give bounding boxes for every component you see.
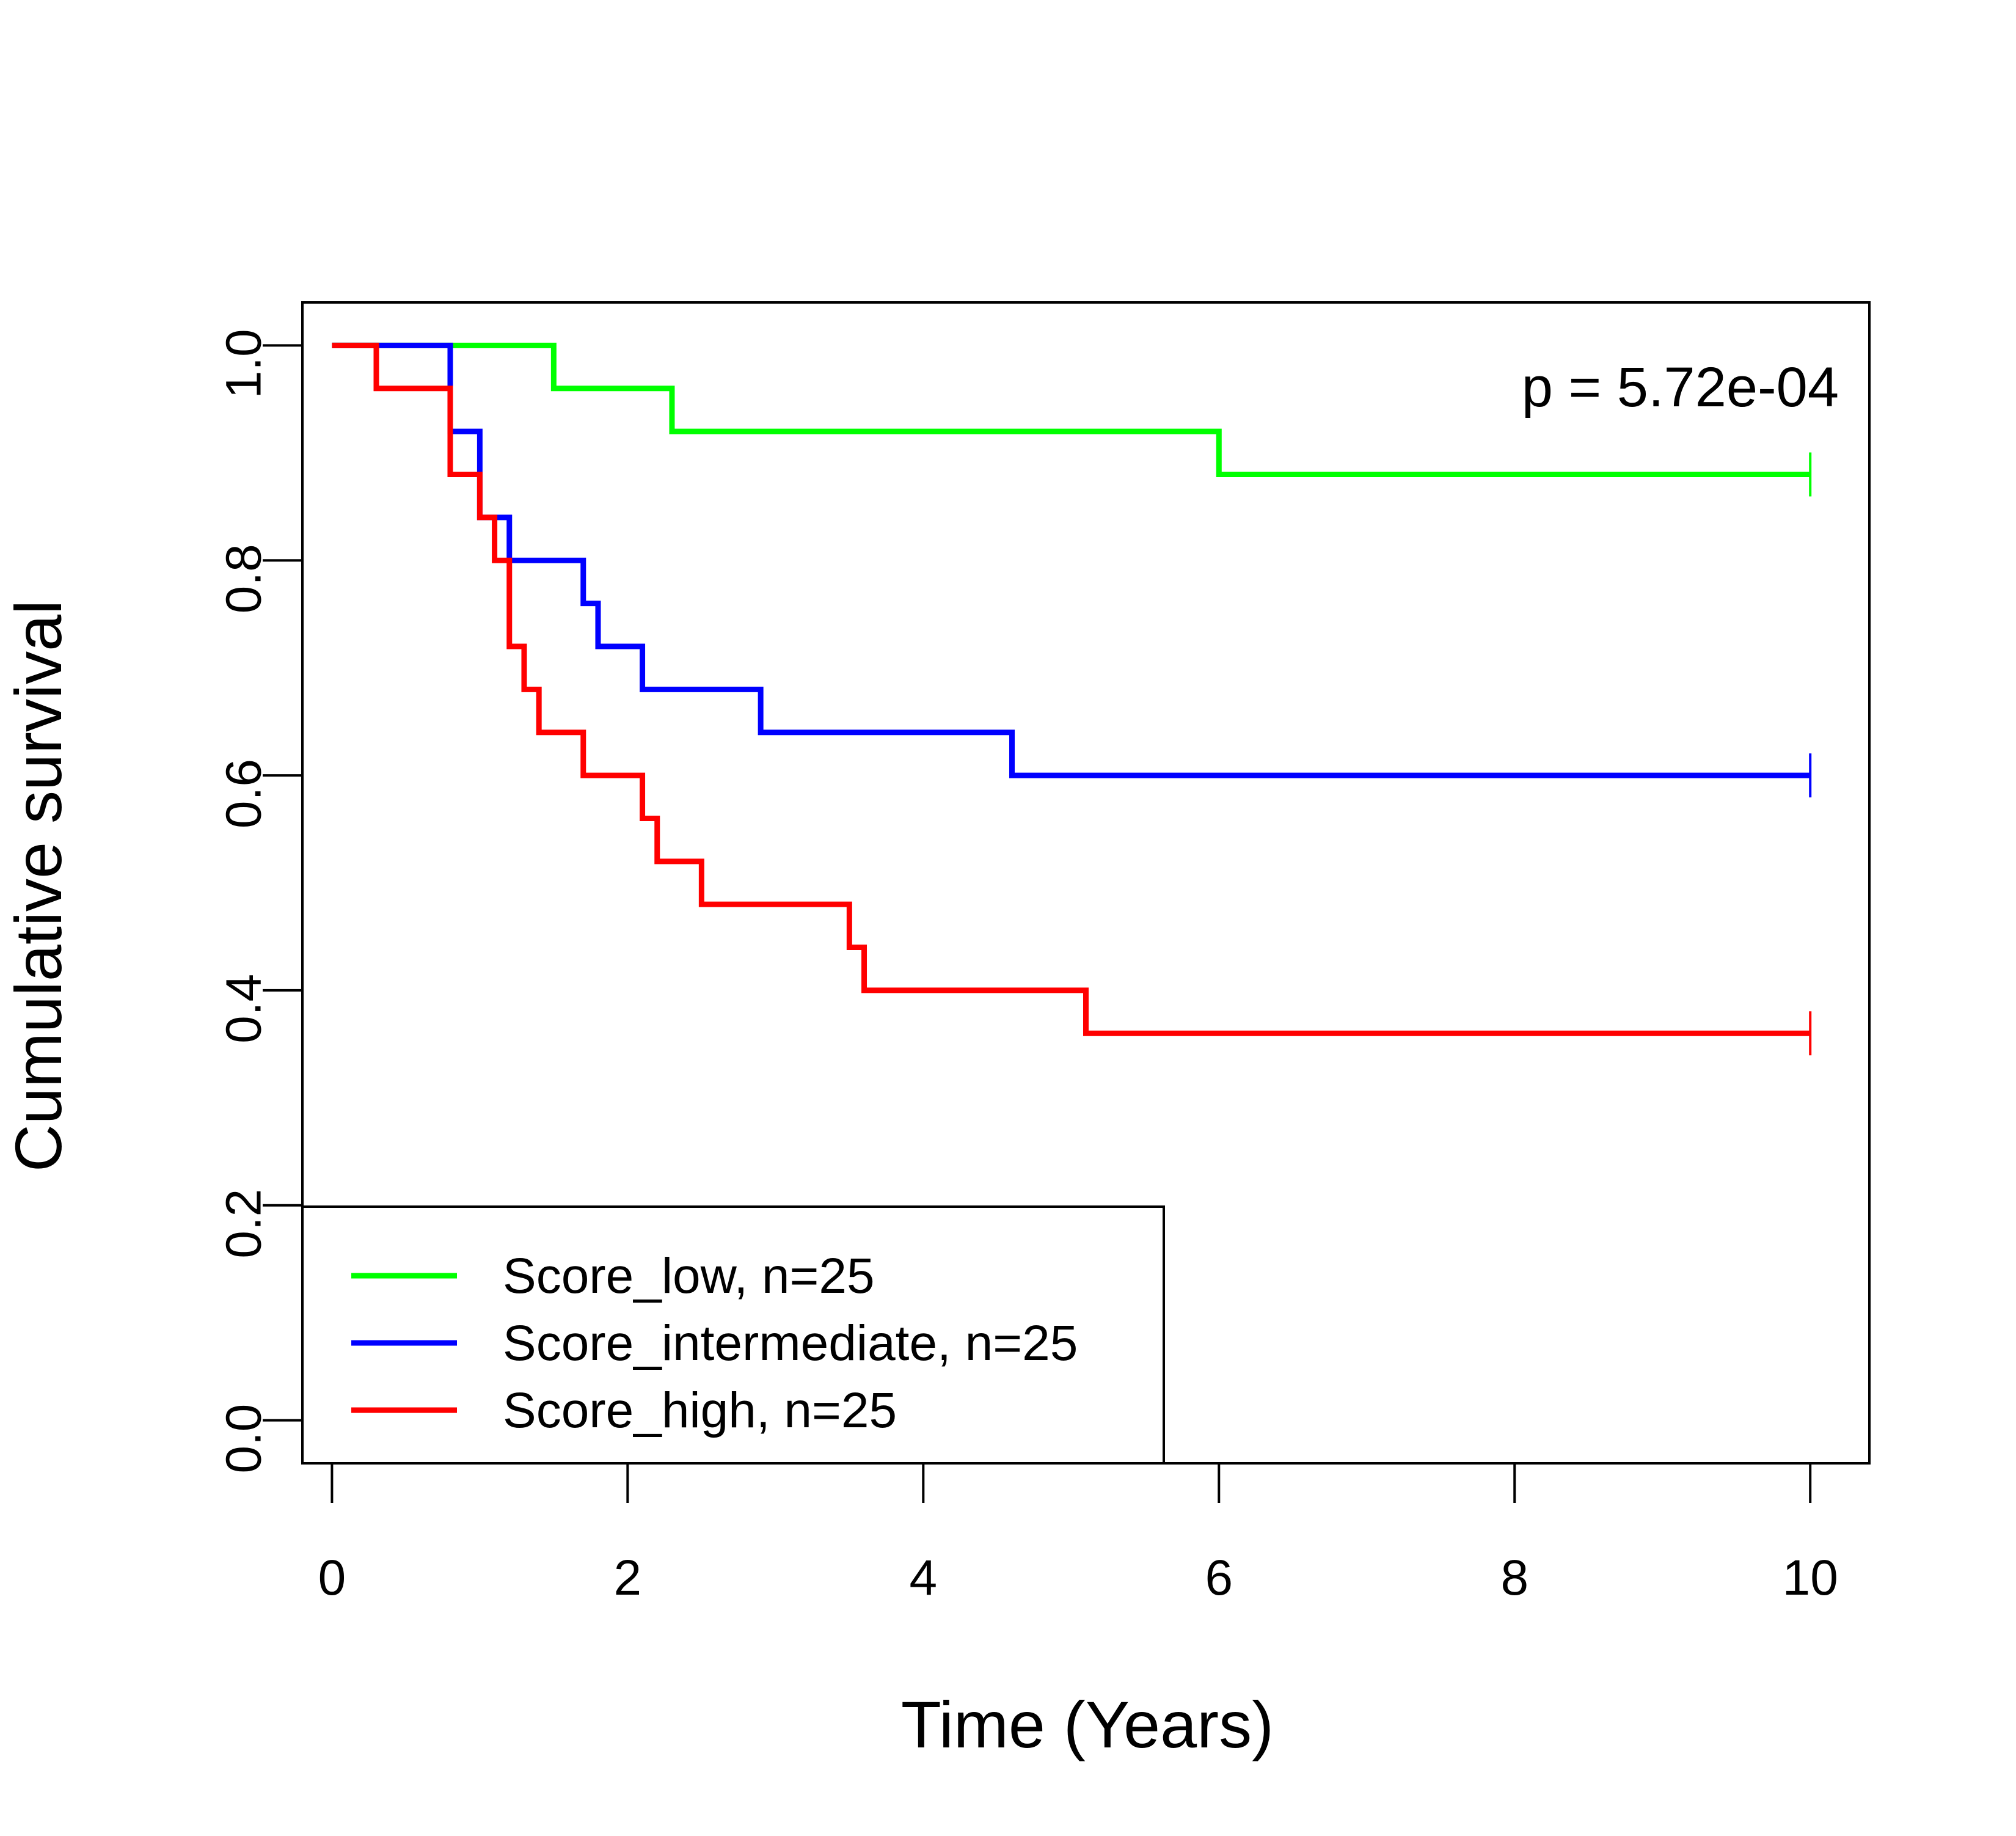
series-layer: [332, 342, 1812, 1056]
y-tick-label: 0.6: [216, 759, 272, 828]
y-tick-label: 0.0: [216, 1404, 272, 1474]
x-axis-title: Time (Years): [901, 1688, 1274, 1761]
legend-label-2: Score_high, n=25: [503, 1383, 897, 1438]
y-tick-label: 0.8: [216, 544, 272, 613]
series-line-0: [332, 342, 1811, 477]
x-tick-label: 6: [1205, 1550, 1233, 1606]
legend-label-0: Score_low, n=25: [503, 1248, 875, 1304]
x-tick-label: 0: [318, 1550, 346, 1606]
p-value-annotation: p = 5.72e-04: [1522, 356, 1839, 419]
legend-box: [301, 1205, 1165, 1465]
y-axis-title: Cumulative survival: [1, 600, 75, 1172]
x-tick-label: 8: [1500, 1550, 1528, 1606]
series-line-1: [332, 342, 1811, 778]
y-tick-label: 0.2: [216, 1189, 272, 1259]
legend: Score_low, n=25 Score_intermediate, n=25 S…: [301, 1205, 1165, 1465]
legend-label-1: Score_intermediate, n=25: [503, 1315, 1078, 1371]
x-tick-label: 10: [1783, 1550, 1838, 1606]
y-tick-label: 0.4: [216, 974, 272, 1044]
x-tick-label: 4: [910, 1550, 938, 1606]
axes-layer: 0 2 4 6 8 10 0.0 0.2 0.4 0.6 0.8 1.0: [216, 301, 1871, 1606]
y-tick-label: 1.0: [216, 329, 272, 398]
series-line-2: [332, 342, 1811, 1036]
x-tick-label: 2: [614, 1550, 642, 1606]
